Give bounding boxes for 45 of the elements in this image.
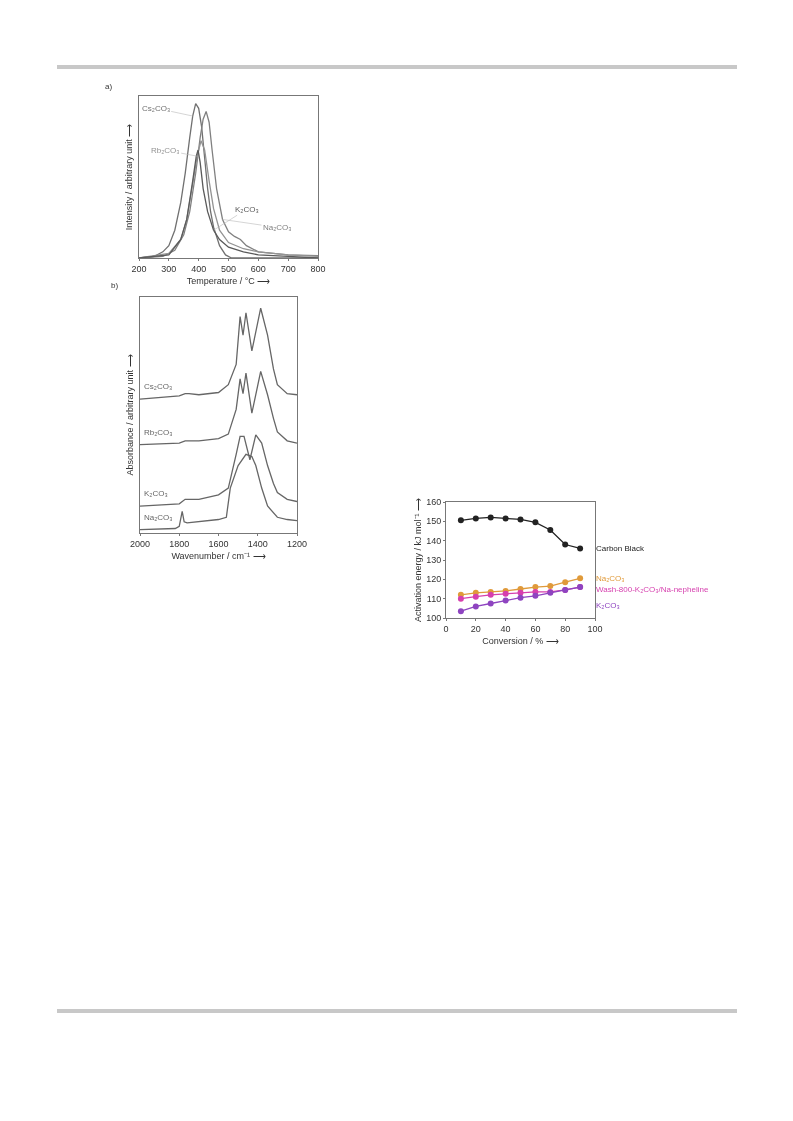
y-tick-label: 130 (426, 555, 442, 566)
x-tick-label: 2000 (129, 538, 151, 549)
x-tick-label: 600 (250, 263, 266, 274)
x-tick-label: 60 (530, 623, 541, 634)
x-tick-label: 1400 (247, 538, 268, 549)
x-tick-label: 40 (500, 623, 511, 634)
x-tick-label: 500 (220, 263, 237, 274)
text: K₂CO₃ (596, 601, 620, 610)
series-label: Cs₂CO₃ (144, 382, 173, 391)
x-tick-label: 20 (470, 623, 481, 634)
text: Rb₂CO₃ (151, 146, 180, 155)
text: K₂CO₃ (235, 205, 259, 214)
x-tick-label: 80 (560, 623, 571, 634)
x-tick-label: 700 (280, 263, 296, 274)
x-tick-label: 100 (587, 623, 603, 634)
series-label: Rb₂CO₃ (144, 428, 173, 437)
text: Na₂CO₃ (263, 223, 292, 232)
x-axis-title: Wavenumber / cm⁻¹ ⟶ (171, 550, 266, 561)
y-axis-title: Absorbance / arbitrary unit ⟶ (125, 354, 136, 476)
x-tick-label: 1200 (286, 538, 308, 549)
series-label: Wash-800-K₂CO₃/Na-nepheline (596, 585, 709, 594)
text: a) (105, 82, 113, 91)
y-tick-label: 150 (426, 516, 442, 527)
x-tick-label: 200 (131, 263, 147, 274)
x-tick-label: 400 (191, 263, 207, 274)
x-tick-label: 1600 (208, 538, 229, 549)
x-tick-label: 0 (443, 623, 449, 634)
x-tick-label: 300 (161, 263, 177, 274)
text: b) (111, 281, 119, 290)
y-tick-label: 140 (426, 535, 442, 546)
series-label: Na₂CO₃ (144, 513, 173, 522)
y-tick-label: 120 (426, 574, 442, 585)
text: Cs₂CO₃ (142, 104, 171, 113)
y-axis-title: Intensity / arbitrary unit ⟶ (124, 123, 135, 231)
series-label: K₂CO₃ (144, 489, 168, 498)
x-tick-label: 1800 (169, 538, 190, 549)
x-axis-title: Conversion / % ⟶ (482, 635, 559, 646)
y-axis-title: Activation energy / kJ mol⁻¹ ⟶ (412, 497, 423, 623)
y-tick-label: 110 (426, 593, 442, 604)
x-tick-label: 800 (310, 263, 326, 274)
x-axis-title: Temperature / °C ⟶ (186, 275, 271, 286)
y-tick-label: 160 (426, 497, 442, 508)
series-label: Na₂CO₃ (596, 574, 625, 583)
series-label: Carbon Black (596, 544, 646, 553)
y-tick-label: 100 (426, 613, 442, 624)
